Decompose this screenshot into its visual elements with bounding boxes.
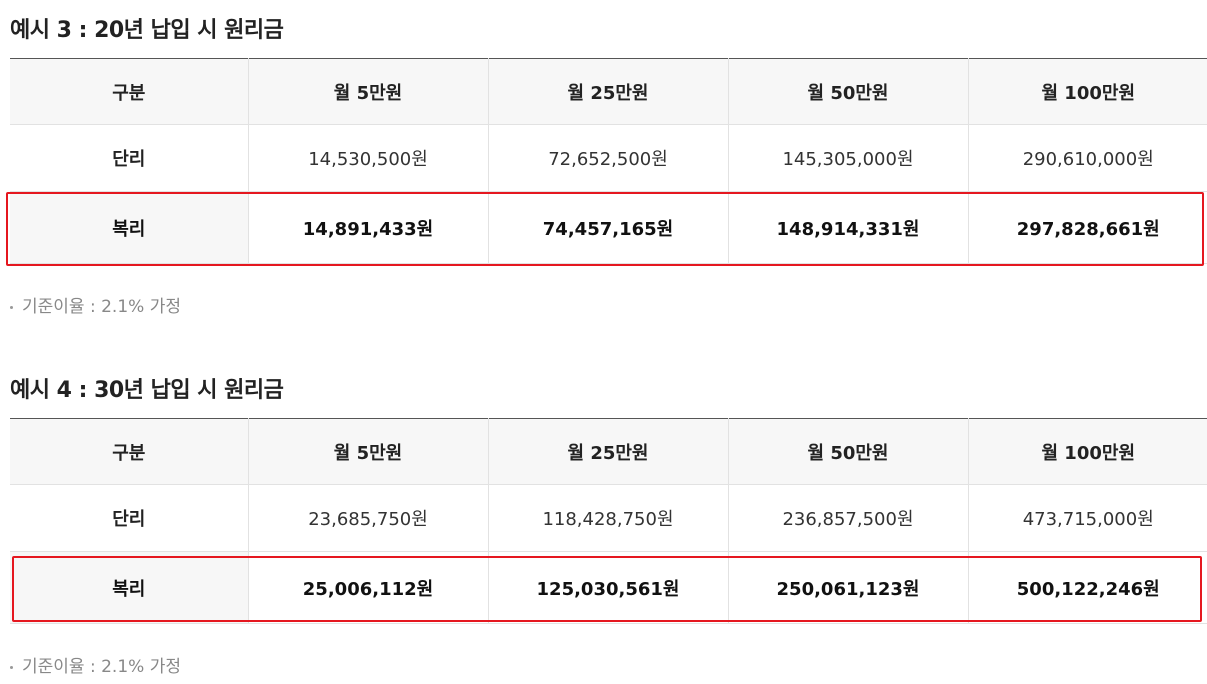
table-cell: 290,610,000원 <box>968 124 1207 192</box>
footnote-text: 기준이율 : 2.1% 가정 <box>22 297 181 317</box>
bullet-icon <box>10 665 13 669</box>
header-monthly-25: 월 25만원 <box>488 418 729 485</box>
section-title: 예시 3 : 20년 납입 시 원리금 <box>10 18 284 43</box>
header-monthly-100: 월 100만원 <box>968 418 1207 485</box>
table-cell: 72,652,500원 <box>488 124 729 192</box>
table-cell: 473,715,000원 <box>968 484 1207 552</box>
table-cell: 23,685,750원 <box>248 484 489 552</box>
table-cell: 25,006,112원 <box>248 551 489 624</box>
footnote-text: 기준이율 : 2.1% 가정 <box>22 657 181 677</box>
table-row-simple-interest: 단리 14,530,500원 72,652,500원 145,305,000원 … <box>10 124 1207 192</box>
header-monthly-25: 월 25만원 <box>488 58 729 125</box>
footnote: 기준이율 : 2.1% 가정 <box>10 292 181 317</box>
table-row-compound-interest: 복리 25,006,112원 125,030,561원 250,061,123원… <box>10 551 1207 624</box>
row-label: 복리 <box>10 191 249 264</box>
header-category: 구분 <box>10 58 249 125</box>
table-cell: 118,428,750원 <box>488 484 729 552</box>
row-label: 단리 <box>10 484 249 552</box>
header-category: 구분 <box>10 418 249 485</box>
header-monthly-5: 월 5만원 <box>248 418 489 485</box>
table-header-row: 구분 월 5만원 월 25만원 월 50만원 월 100만원 <box>10 418 1207 485</box>
table-cell: 148,914,331원 <box>728 191 969 264</box>
table-row-simple-interest: 단리 23,685,750원 118,428,750원 236,857,500원… <box>10 484 1207 552</box>
table-header-row: 구분 월 5만원 월 25만원 월 50만원 월 100만원 <box>10 58 1207 125</box>
principal-interest-table: 구분 월 5만원 월 25만원 월 50만원 월 100만원 단리 23,685… <box>10 418 1207 624</box>
bullet-icon <box>10 305 13 309</box>
row-label: 복리 <box>10 551 249 624</box>
table-row-compound-interest: 복리 14,891,433원 74,457,165원 148,914,331원 … <box>10 191 1207 264</box>
section-title: 예시 4 : 30년 납입 시 원리금 <box>10 378 284 403</box>
header-monthly-50: 월 50만원 <box>728 58 969 125</box>
table-cell: 297,828,661원 <box>968 191 1207 264</box>
table-cell: 74,457,165원 <box>488 191 729 264</box>
header-monthly-5: 월 5만원 <box>248 58 489 125</box>
row-label: 단리 <box>10 124 249 192</box>
table-cell: 14,891,433원 <box>248 191 489 264</box>
table-cell: 236,857,500원 <box>728 484 969 552</box>
header-monthly-100: 월 100만원 <box>968 58 1207 125</box>
table-cell: 14,530,500원 <box>248 124 489 192</box>
table-cell: 500,122,246원 <box>968 551 1207 624</box>
table-cell: 145,305,000원 <box>728 124 969 192</box>
table-cell: 250,061,123원 <box>728 551 969 624</box>
table-cell: 125,030,561원 <box>488 551 729 624</box>
principal-interest-table: 구분 월 5만원 월 25만원 월 50만원 월 100만원 단리 14,530… <box>10 58 1207 264</box>
header-monthly-50: 월 50만원 <box>728 418 969 485</box>
footnote: 기준이율 : 2.1% 가정 <box>10 652 181 677</box>
